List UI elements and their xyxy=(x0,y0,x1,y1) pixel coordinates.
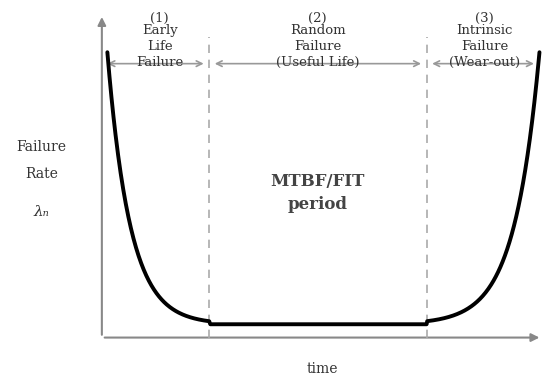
Text: Intrinsic
Failure
(Wear-out): Intrinsic Failure (Wear-out) xyxy=(449,24,520,69)
Text: λₙ: λₙ xyxy=(33,205,49,219)
Text: Failure: Failure xyxy=(16,141,66,154)
Text: MTBF/FIT
period: MTBF/FIT period xyxy=(270,173,365,213)
Text: (1): (1) xyxy=(150,12,169,25)
Text: Early
Life
Failure: Early Life Failure xyxy=(136,24,183,69)
Text: Random
Failure
(Useful Life): Random Failure (Useful Life) xyxy=(276,24,359,69)
Text: (3): (3) xyxy=(475,12,494,25)
Text: time: time xyxy=(306,362,338,376)
Text: Rate: Rate xyxy=(25,167,58,181)
Text: (2): (2) xyxy=(309,12,327,25)
